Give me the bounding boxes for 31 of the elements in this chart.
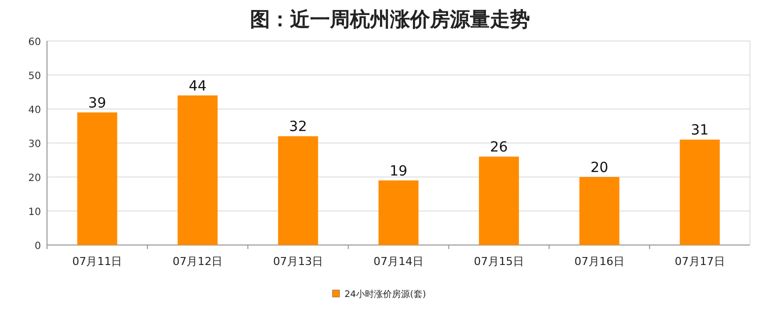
x-tick-label: 07月13日 xyxy=(273,255,324,268)
data-label: 44 xyxy=(188,78,207,94)
data-label: 31 xyxy=(690,122,709,139)
x-tick-label: 07月15日 xyxy=(474,255,524,268)
data-label: 19 xyxy=(390,163,408,180)
y-tick-label: 40 xyxy=(28,105,41,116)
x-tick-label: 07月14日 xyxy=(374,255,424,268)
data-label: 26 xyxy=(490,140,508,156)
bar xyxy=(478,156,519,245)
y-tick-label: 10 xyxy=(28,207,41,218)
x-tick-label: 07月16日 xyxy=(574,255,624,268)
y-tick-label: 30 xyxy=(28,139,41,150)
data-label: 32 xyxy=(289,119,307,136)
y-tick-label: 0 xyxy=(34,241,41,252)
bar xyxy=(278,136,318,245)
data-label: 20 xyxy=(590,160,608,176)
chart-title: 图：近一周杭州涨价房源量走势 xyxy=(250,7,530,31)
bar xyxy=(680,140,720,245)
bar xyxy=(77,112,118,245)
y-tick-label: 20 xyxy=(28,173,41,184)
bar xyxy=(178,95,218,245)
bar xyxy=(378,180,418,245)
x-tick-label: 07月11日 xyxy=(72,255,122,268)
x-tick-label: 07月12日 xyxy=(172,255,223,268)
x-tick-label: 07月17日 xyxy=(674,255,725,268)
legend: 24小时涨价房源(套) xyxy=(332,290,426,300)
bar xyxy=(579,177,620,245)
y-tick-label: 50 xyxy=(28,71,41,82)
data-label: 39 xyxy=(88,95,106,112)
legend-label: 24小时涨价房源(套) xyxy=(344,289,426,300)
y-tick-label: 60 xyxy=(28,37,41,48)
